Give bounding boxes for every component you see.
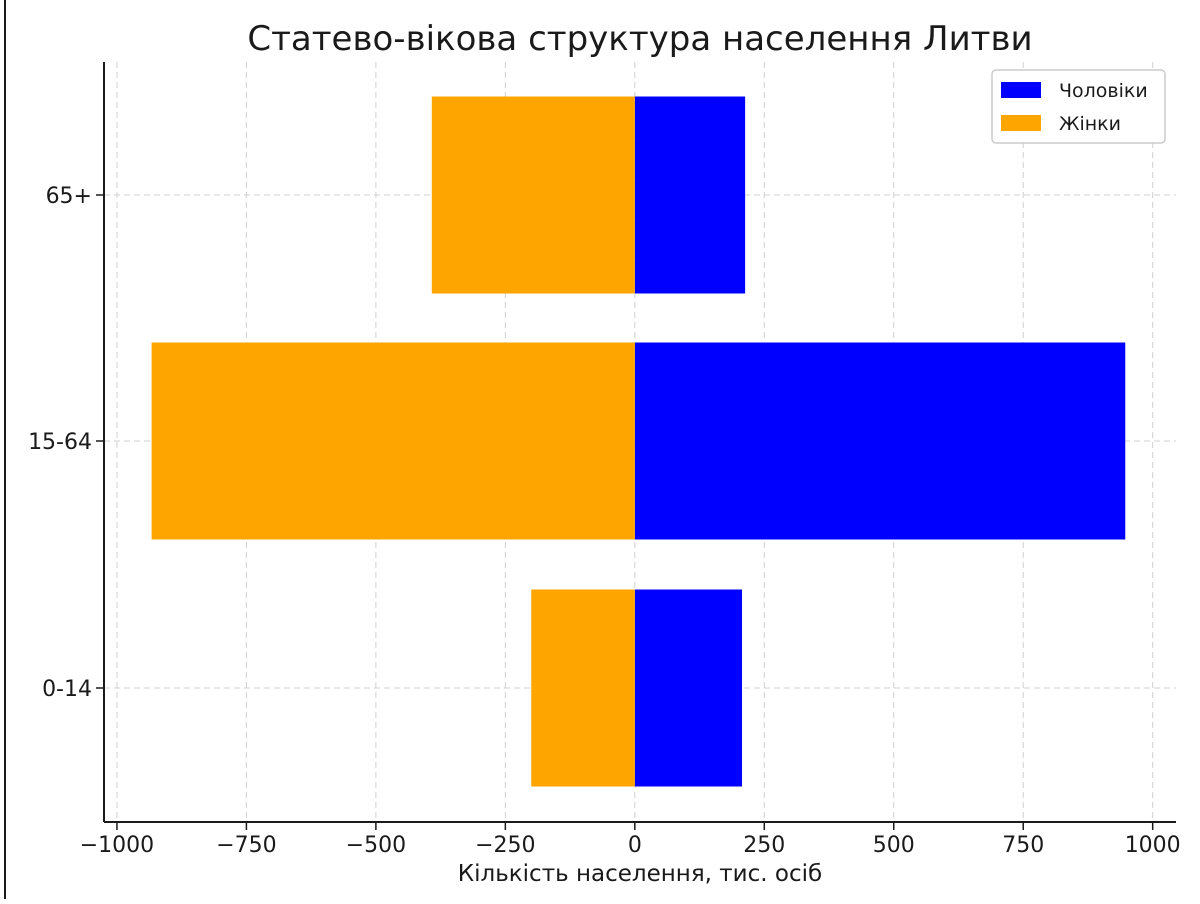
legend: Чоловіки Жінки bbox=[991, 69, 1166, 144]
legend-label-women: Жінки bbox=[1059, 113, 1121, 135]
x-tick-label: −1000 bbox=[80, 833, 154, 858]
bars bbox=[151, 96, 1126, 787]
bar-men-0-14 bbox=[634, 589, 743, 787]
x-tick-label: 0 bbox=[628, 833, 642, 858]
x-tick-label: −500 bbox=[346, 833, 406, 858]
bar-women-15-64 bbox=[151, 342, 635, 540]
chart-title: Статево-вікова структура населення Литви bbox=[247, 19, 1032, 59]
bar-women-0-14 bbox=[531, 589, 635, 787]
x-tick-label: 1000 bbox=[1125, 833, 1181, 858]
bar-men-15-64 bbox=[634, 342, 1126, 540]
x-axis-label: Кількість населення, тис. осіб bbox=[458, 861, 822, 887]
x-tick-label: 250 bbox=[743, 833, 785, 858]
axes bbox=[103, 62, 1176, 823]
x-tick-label: 750 bbox=[1002, 833, 1044, 858]
x-tick-label: −250 bbox=[475, 833, 535, 858]
legend-label-men: Чоловіки bbox=[1059, 80, 1148, 102]
bar-women-65+ bbox=[431, 96, 635, 294]
x-tick-label: 500 bbox=[873, 833, 915, 858]
x-ticks: −1000 −750 −500 −250 0 250 500 750 1000 bbox=[80, 822, 1181, 858]
y-tick-label: 65+ bbox=[46, 184, 92, 209]
bar-men-65+ bbox=[634, 96, 746, 294]
x-tick-label: −750 bbox=[216, 833, 276, 858]
y-tick-label: 0-14 bbox=[42, 677, 92, 702]
legend-swatch-women bbox=[1001, 115, 1041, 131]
y-tick-label: 15-64 bbox=[28, 430, 92, 455]
legend-swatch-men bbox=[1001, 82, 1041, 98]
y-ticks: 0-14 15-64 65+ bbox=[28, 184, 104, 702]
